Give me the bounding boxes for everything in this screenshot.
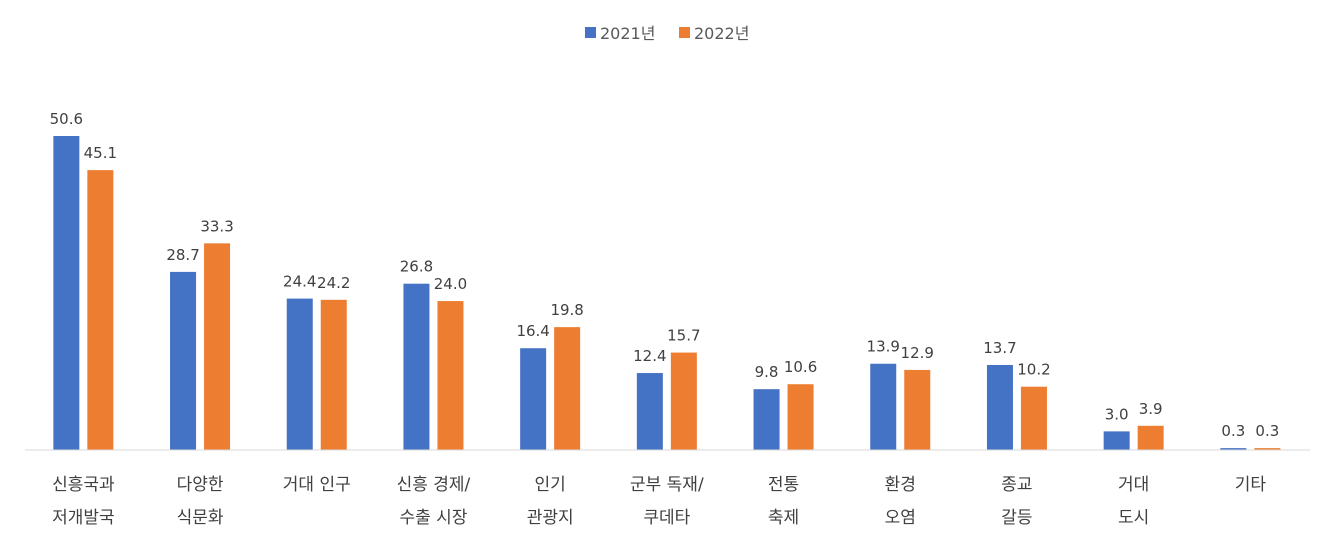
category-label-2-line-1: 다양한 [177,475,224,495]
data-label-2-1: 45.1 [84,144,117,162]
bar-2-1 [87,170,114,450]
category-label-6-line-2: 쿠데타 [643,508,690,528]
bar-2-2 [204,243,231,450]
legend-swatch-1 [585,27,596,38]
data-label-1-9: 13.7 [983,339,1016,357]
category-label-3: 거대 인구 [283,475,351,495]
category-label-5-line-2: 관광지 [527,508,574,528]
bar-2-7 [787,384,814,450]
bar-2-9 [1020,386,1047,450]
bars [53,136,1281,450]
bar-1-6 [636,373,663,450]
category-label-7-line-1: 전통 [768,475,799,495]
data-label-2-9: 10.2 [1017,361,1050,379]
data-label-1-7: 9.8 [755,363,779,381]
category-label-4-line-2: 수출 시장 [399,508,467,528]
category-label-1-line-2: 저개발국 [52,508,115,528]
category-label-4-line-1: 신흥 경제/ [397,475,471,495]
bar-2-8 [904,369,931,450]
data-label-2-8: 12.9 [901,344,934,362]
category-label-11: 기타 [1235,475,1267,495]
data-label-2-4: 24.0 [434,275,467,293]
bar-1-8 [870,363,897,450]
bar-1-1 [53,136,80,450]
data-label-2-5: 19.8 [550,301,583,319]
legend-swatch-2 [679,27,690,38]
data-label-2-2: 33.3 [200,217,233,235]
category-label-5-line-1: 인기 [535,475,566,495]
data-label-1-10: 3.0 [1105,405,1129,423]
data-label-1-8: 13.9 [867,338,900,356]
bar-2-5 [554,327,581,450]
bar-2-3 [320,299,347,450]
bar-1-2 [170,271,197,450]
bar-1-5 [520,348,547,450]
category-label-2-line-2: 식문화 [177,508,224,528]
bar-2-6 [670,352,697,450]
bar-2-11 [1254,448,1281,450]
data-label-1-2: 28.7 [166,246,199,264]
bar-1-11 [1220,448,1247,450]
category-label-8-line-2: 오염 [885,508,916,528]
category-label-7-line-2: 축제 [768,508,799,528]
data-label-1-1: 50.6 [50,110,83,128]
legend-label-1: 2021년 [600,24,655,43]
data-label-2-3: 24.2 [317,274,350,292]
data-label-1-5: 16.4 [516,322,549,340]
category-label-1-line-1: 신흥국과 [52,475,115,495]
category-label-10-line-1: 거대 [1118,475,1149,495]
legend: 2021년 2022년 [585,24,749,43]
bar-1-4 [403,283,430,450]
data-label-1-11: 0.3 [1221,422,1245,440]
data-label-2-7: 10.6 [784,358,817,376]
category-label-9-line-1: 종교 [1001,475,1032,495]
bar-2-4 [437,301,464,450]
data-label-1-3: 24.4 [283,273,316,291]
bar-1-7 [753,389,780,450]
data-label-2-6: 15.7 [667,327,700,345]
category-label-10-line-2: 도시 [1118,508,1149,528]
bar-1-9 [986,364,1013,450]
data-label-1-4: 26.8 [400,258,433,276]
bar-1-3 [286,298,313,450]
bar-1-10 [1103,431,1130,450]
data-label-2-10: 3.9 [1139,400,1163,418]
data-label-2-11: 0.3 [1255,422,1279,440]
bar-2-10 [1137,425,1164,450]
legend-label-2: 2022년 [694,24,749,43]
category-label-8-line-1: 환경 [885,475,916,495]
category-label-6-line-1: 군부 독재/ [630,475,704,495]
data-label-1-6: 12.4 [633,347,666,365]
category-label-9-line-2: 갈등 [1001,508,1032,528]
data-labels: 50.645.1 28.733.3 24.4 24.2 26.824.0 16.419.8… [50,110,1280,440]
